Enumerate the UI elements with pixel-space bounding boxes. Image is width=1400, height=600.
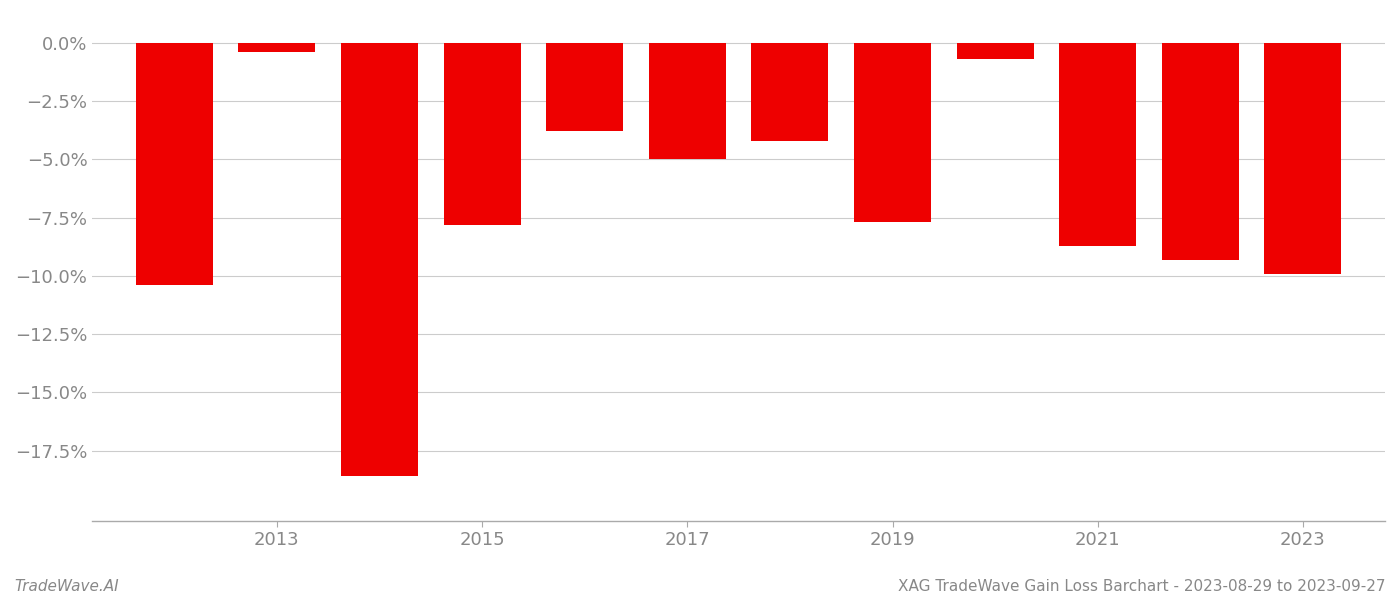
- Bar: [1162, 43, 1239, 260]
- Bar: [342, 43, 419, 476]
- Bar: [854, 43, 931, 223]
- Text: XAG TradeWave Gain Loss Barchart - 2023-08-29 to 2023-09-27: XAG TradeWave Gain Loss Barchart - 2023-…: [899, 579, 1386, 594]
- Bar: [546, 43, 623, 131]
- Bar: [136, 43, 213, 285]
- Bar: [648, 43, 725, 160]
- Bar: [956, 43, 1033, 59]
- Bar: [444, 43, 521, 224]
- Bar: [1060, 43, 1137, 245]
- Bar: [752, 43, 829, 141]
- Text: TradeWave.AI: TradeWave.AI: [14, 579, 119, 594]
- Bar: [1264, 43, 1341, 274]
- Bar: [238, 43, 315, 52]
